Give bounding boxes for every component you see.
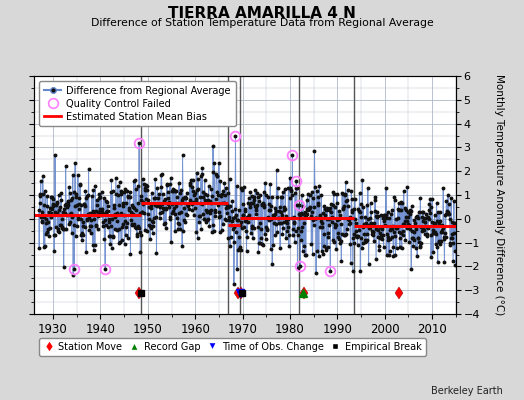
Legend: Station Move, Record Gap, Time of Obs. Change, Empirical Break: Station Move, Record Gap, Time of Obs. C…: [39, 338, 425, 356]
Text: Berkeley Earth: Berkeley Earth: [431, 386, 503, 396]
Text: Difference of Station Temperature Data from Regional Average: Difference of Station Temperature Data f…: [91, 18, 433, 28]
Y-axis label: Monthly Temperature Anomaly Difference (°C): Monthly Temperature Anomaly Difference (…: [494, 74, 504, 316]
Text: TIERRA AMARILLA 4 N: TIERRA AMARILLA 4 N: [168, 6, 356, 21]
